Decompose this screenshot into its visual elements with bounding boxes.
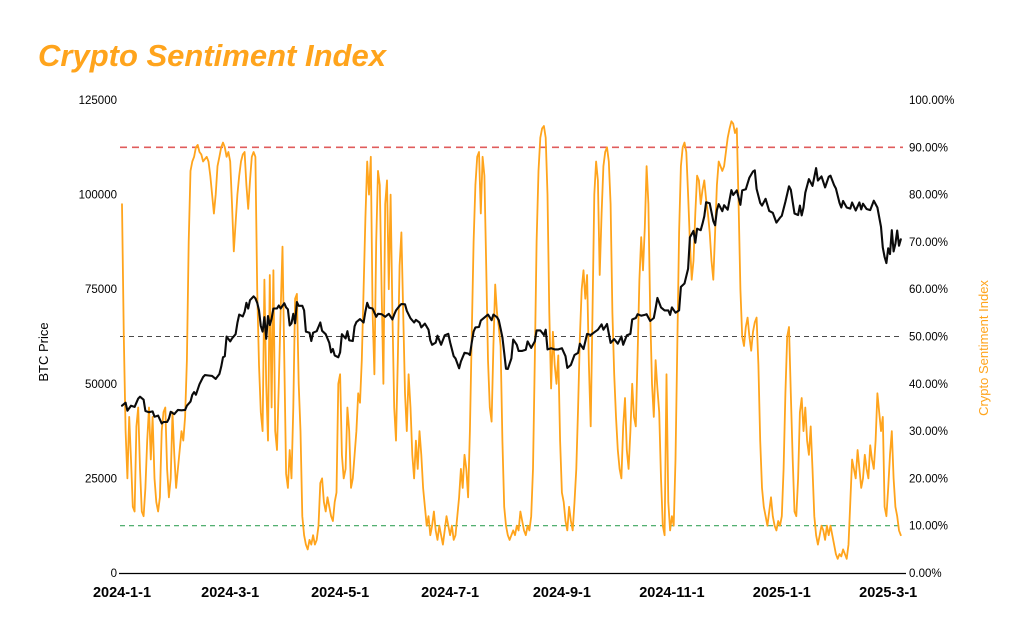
right-axis-tick-label: 100.00% — [909, 95, 954, 107]
right-axis-tick-label: 30.00% — [909, 426, 948, 438]
right-axis-tick-label: 90.00% — [909, 142, 948, 154]
right-axis-tick-label: 40.00% — [909, 379, 948, 391]
series-line-crypto-sentiment-index — [121, 120, 902, 560]
left-axis-tick-label: 25000 — [85, 473, 117, 485]
x-axis-tick-label: 2024-1-1 — [93, 585, 151, 601]
x-axis-tick-label: 2024-11-1 — [639, 585, 704, 601]
right-axis-tick-label: 80.00% — [909, 190, 948, 202]
page-title: Crypto Sentiment Index — [38, 38, 388, 73]
left-axis-tick-label: 75000 — [85, 284, 117, 296]
right-axis-tick-label: 20.00% — [909, 473, 948, 485]
left-axis-tick-label: 100000 — [79, 190, 117, 202]
right-axis-tick-label: 50.00% — [909, 332, 948, 344]
left-axis-tick-label: 50000 — [85, 379, 117, 391]
right-axis-tick-label: 70.00% — [909, 237, 948, 249]
right-axis-tick-label: 10.00% — [909, 521, 948, 533]
x-axis-tick-label: 2025-3-1 — [859, 585, 917, 601]
left-axis-tick-label: 125000 — [79, 95, 117, 107]
series-lines — [120, 120, 902, 560]
x-axis-tick-label: 2024-3-1 — [201, 585, 259, 601]
x-axis-tick-label: 2025-1-1 — [753, 585, 811, 601]
left-axis-title: BTC Price — [36, 322, 51, 381]
x-axis-tick-label: 2024-9-1 — [533, 585, 591, 601]
axis-tick-labels: 0 25000 50000 75000 100000 125000 0.00% 10.00% 2… — [79, 95, 955, 601]
series-line-btc-price — [120, 167, 902, 425]
right-axis-tick-label: 60.00% — [909, 284, 948, 296]
right-axis-tick-label: 0.00% — [909, 568, 942, 580]
x-axis-tick-label: 2024-5-1 — [311, 585, 369, 601]
reference-lines — [120, 146, 903, 527]
x-axis-tick-label: 2024-7-1 — [421, 585, 479, 601]
left-axis-tick-label: 0 — [111, 568, 117, 580]
right-axis-title: Crypto Sentiment Index — [976, 280, 991, 416]
